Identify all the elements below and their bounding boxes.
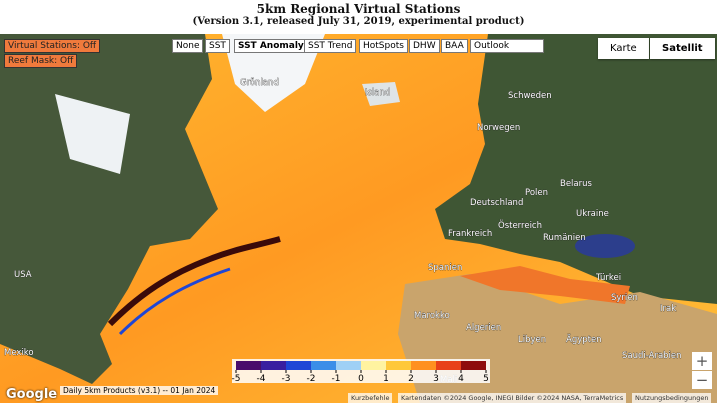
map-type[interactable]: Satellit: [650, 38, 715, 59]
footer-link[interactable]: Nutzungsbedingungen: [632, 393, 712, 403]
colorbar-tick-label: 0: [358, 374, 364, 384]
google-logo: Google: [6, 387, 58, 402]
north-america: [0, 34, 218, 384]
place-label: Marokko: [414, 311, 450, 321]
colorbar-tick-label: 4: [458, 374, 464, 384]
place-label: Syrien: [611, 293, 638, 303]
colorbar-segment: [286, 361, 311, 370]
place-label: Frankreich: [448, 229, 492, 239]
place-label: Libyen: [518, 335, 546, 345]
colorbar-segment: [461, 361, 486, 370]
black-sea: [575, 234, 635, 258]
map[interactable]: Grönland Island Schweden Norwegen Belarus Pol…: [0, 34, 717, 403]
product-label: Daily 5km Products (v3.1) -- 01 Jan 2024: [60, 386, 219, 395]
place-label: Belarus: [560, 179, 593, 189]
place-label: Türkei: [595, 273, 621, 283]
place-label: Saudi-Arabien: [622, 351, 682, 361]
title: 5km Regional Virtual Stations: [256, 2, 461, 16]
colorbar-tick-label: 1: [383, 374, 389, 384]
place-label: Algerien: [466, 323, 501, 333]
colorbar-tick-label: 3: [433, 374, 439, 384]
colorbar-tick-label: 5: [483, 374, 489, 384]
place-label: Ägypten: [566, 334, 602, 345]
mediterranean: [460, 266, 630, 304]
place-label: Deutschland: [470, 198, 523, 208]
place-label: Grönland: [240, 78, 279, 88]
place-label: Spanien: [428, 263, 462, 273]
colorbar-tick-label: -1: [332, 374, 341, 384]
colorbar-tick-label: -2: [307, 374, 316, 384]
map-labels: Grönland Island Schweden Norwegen Belarus Pol…: [4, 78, 682, 386]
place-label: Norwegen: [477, 123, 520, 133]
colorbar-segment: [361, 361, 386, 370]
zoom-in[interactable]: +: [692, 352, 712, 370]
colorbar-tick-label: -5: [232, 374, 241, 384]
layer-button[interactable]: HotSpots: [359, 39, 408, 53]
legend: -5 -4 -3 -2 -1 0 1 2 3 4 5: [232, 359, 490, 384]
place-label: Schweden: [508, 91, 552, 101]
colorbar-segment: [411, 361, 436, 370]
colorbar-segment: [336, 361, 361, 370]
layer-button[interactable]: BAA: [441, 39, 468, 53]
place-label: Rumänien: [543, 233, 586, 243]
place-label: Irak: [660, 304, 676, 314]
place-label: Mexiko: [4, 348, 34, 358]
cold-anomaly: [118, 267, 231, 336]
iceland: [362, 82, 400, 106]
layer-button[interactable]: None: [172, 39, 204, 53]
toggle[interactable]: Virtual Stations: Off: [4, 39, 101, 53]
place-label: Polen: [525, 188, 548, 198]
gulf-stream: [107, 236, 281, 327]
subtitle: (Version 3.1, released July 31, 2019, ex…: [192, 16, 525, 27]
greenland: [222, 34, 325, 112]
colorbar-segment: [236, 361, 261, 370]
place-label: Österreich: [498, 220, 542, 231]
layer-button[interactable]: SST Anomaly: [234, 39, 308, 53]
place-label: Ukraine: [576, 209, 609, 219]
layer-button[interactable]: SST Trend: [304, 39, 357, 53]
zoom-out[interactable]: −: [692, 371, 712, 389]
europe: [435, 34, 717, 304]
footer-link[interactable]: Kurzbefehle: [348, 393, 393, 403]
place-label: USA: [14, 270, 32, 280]
outlook-select[interactable]: Outlook: [470, 39, 544, 53]
colorbar-segment: [261, 361, 286, 370]
colorbar-segment: [436, 361, 461, 370]
colorbar-segment: [386, 361, 411, 370]
map-type[interactable]: Karte: [598, 38, 649, 59]
colorbar-tick-label: 2: [408, 374, 414, 384]
toggle[interactable]: Reef Mask: Off: [4, 54, 78, 68]
place-label: Island: [365, 88, 390, 98]
attribution: Kartendaten ©2024 Google, INEGI Bilder ©…: [398, 393, 627, 403]
colorbar-tick-label: -4: [257, 374, 266, 384]
colorbar-segment: [311, 361, 336, 370]
hudson-bay: [55, 94, 130, 174]
layer-button[interactable]: SST: [205, 39, 230, 53]
layer-button[interactable]: DHW: [409, 39, 440, 53]
colorbar-tick-label: -3: [282, 374, 291, 384]
